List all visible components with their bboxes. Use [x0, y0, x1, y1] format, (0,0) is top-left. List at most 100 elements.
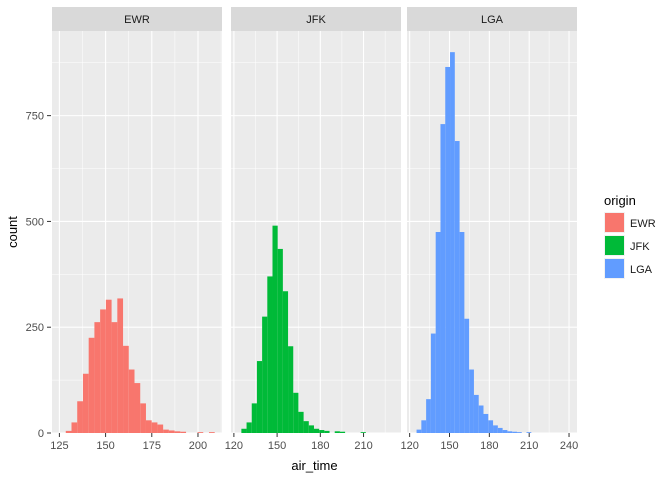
histogram-bar-lga: [493, 425, 498, 433]
histogram-bar-jfk: [251, 403, 257, 433]
histogram-bar-lga: [478, 405, 484, 433]
histogram-bar-ewr: [140, 403, 146, 433]
histogram-bar-jfk: [272, 225, 278, 433]
histogram-bar-ewr: [151, 422, 158, 433]
histogram-bar-ewr: [123, 345, 129, 433]
histogram-bar-jfk: [303, 421, 309, 433]
histogram-bar-lga: [497, 427, 503, 433]
histogram-bar-ewr: [94, 322, 101, 433]
histogram-bar-jfk: [246, 422, 252, 433]
histogram-bar-jfk: [256, 361, 263, 433]
histogram-bar-lga: [416, 429, 422, 433]
histogram-bar-ewr: [134, 383, 141, 433]
histogram-bar-ewr: [163, 429, 169, 433]
histogram-bar-lga: [459, 232, 465, 433]
histogram-bar-ewr: [168, 430, 175, 433]
histogram-bar-lga: [483, 413, 489, 433]
histogram-bar-ewr: [65, 430, 72, 433]
legend-title: origin: [604, 193, 636, 208]
histogram-bar-ewr: [197, 432, 204, 433]
histogram-bar-ewr: [128, 369, 135, 433]
histogram-bar-jfk: [360, 432, 366, 433]
histogram-bar-ewr: [77, 401, 83, 433]
histogram-bar-lga: [526, 432, 532, 433]
histogram-bar-lga: [516, 432, 522, 433]
facet-strip: [231, 7, 401, 31]
facet-strip: [407, 7, 577, 31]
histogram-bar-jfk: [267, 276, 273, 433]
y-tick-label: 250: [26, 322, 44, 334]
legend-label-ewr: EWR: [630, 218, 656, 230]
histogram-bar-ewr: [100, 309, 106, 433]
histogram-bar-lga: [454, 141, 460, 433]
histogram-bar-lga: [512, 431, 517, 433]
legend-key-lga: [605, 259, 624, 278]
legend-label-lga: LGA: [630, 264, 653, 276]
y-tick-label: 750: [26, 111, 44, 123]
facet-label-lga: LGA: [481, 14, 504, 26]
x-tick-label: 120: [400, 440, 418, 452]
facet-strip: [52, 7, 222, 31]
histogram-bar-jfk: [308, 425, 314, 433]
legend-key-ewr: [605, 213, 624, 232]
histogram-bar-ewr: [82, 373, 89, 433]
x-tick-label: 125: [50, 440, 68, 452]
histogram-bar-jfk: [334, 431, 340, 433]
histogram-bar-lga: [435, 232, 441, 433]
histogram-bar-lga: [426, 399, 431, 433]
histogram-bar-ewr: [208, 432, 215, 433]
facet-label-ewr: EWR: [124, 14, 150, 26]
histogram-bar-ewr: [117, 298, 124, 433]
histogram-bar-lga: [502, 430, 508, 433]
x-tick-label: 240: [560, 440, 578, 452]
histogram-bar-jfk: [288, 346, 294, 433]
x-tick-label: 180: [311, 440, 329, 452]
legend-key-jfk: [605, 236, 624, 255]
x-tick-label: 150: [440, 440, 458, 452]
panel-background: [52, 31, 222, 433]
histogram-bar-ewr: [88, 337, 95, 433]
histogram-bar-ewr: [71, 422, 78, 433]
panel-background: [231, 31, 401, 433]
x-tick-label: 150: [96, 440, 114, 452]
histogram-bar-jfk: [319, 430, 325, 433]
facet-label-jfk: JFK: [306, 14, 326, 26]
histogram-bar-lga: [469, 369, 474, 433]
y-axis-title: count: [5, 216, 20, 248]
x-tick-label: 210: [354, 440, 372, 452]
histogram-bar-jfk: [313, 428, 320, 433]
y-tick-label: 500: [26, 216, 44, 228]
histogram-bar-lga: [450, 52, 455, 433]
histogram-bar-jfk: [339, 431, 346, 433]
histogram-bar-ewr: [105, 299, 112, 433]
x-tick-label: 175: [143, 440, 161, 452]
histogram-bar-jfk: [282, 291, 289, 433]
legend-label-jfk: JFK: [630, 241, 650, 253]
histogram-bar-ewr: [157, 424, 164, 433]
histogram-bar-ewr: [145, 420, 152, 433]
histogram-bar-lga: [445, 66, 451, 434]
histogram-bar-lga: [473, 394, 479, 433]
histogram-bar-ewr: [174, 431, 181, 433]
histogram-bar-lga: [430, 333, 436, 433]
histogram-bar-jfk: [277, 248, 283, 433]
x-axis-title: air_time: [291, 458, 337, 473]
y-tick-label: 0: [38, 428, 44, 440]
histogram-bar-jfk: [298, 411, 304, 433]
histogram-bar-jfk: [262, 316, 268, 433]
x-tick-label: 120: [225, 440, 243, 452]
x-tick-label: 200: [189, 440, 207, 452]
histogram-bar-lga: [421, 420, 427, 433]
histogram-bar-jfk: [293, 392, 299, 433]
x-tick-label: 150: [268, 440, 286, 452]
histogram-bar-jfk: [324, 430, 330, 433]
x-tick-label: 180: [480, 440, 498, 452]
x-tick-label: 210: [520, 440, 538, 452]
histogram-bar-lga: [507, 431, 513, 433]
histogram-bar-lga: [488, 420, 494, 433]
histogram-bar-ewr: [111, 322, 118, 433]
histogram-bar-lga: [464, 318, 470, 433]
histogram-bar-lga: [440, 124, 446, 434]
